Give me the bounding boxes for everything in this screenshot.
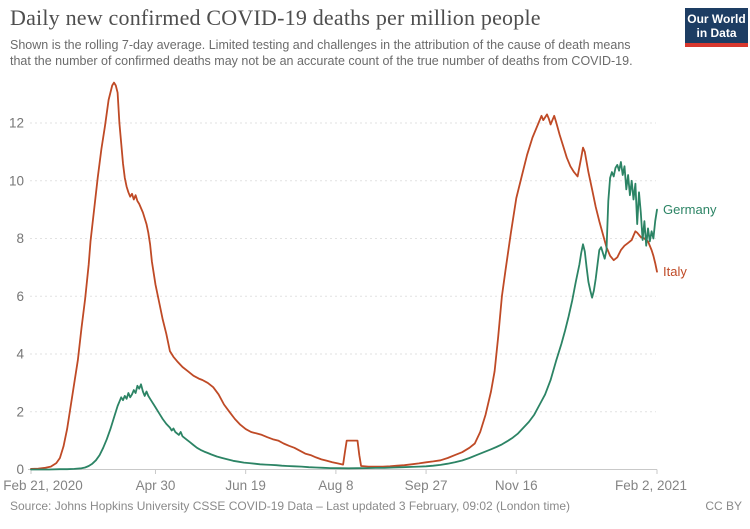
x-axis-tick-label: Sep 27: [405, 478, 448, 493]
germany-series-label: Germany: [663, 202, 717, 217]
subtitle-line-2: that the number of confirmed deaths may …: [10, 54, 633, 68]
y-axis-tick-label: 10: [9, 173, 24, 188]
chart-title: Daily new confirmed COVID-19 deaths per …: [10, 5, 541, 30]
y-axis-tick-label: 4: [16, 347, 24, 362]
y-axis-tick-label: 2: [16, 404, 24, 419]
license-badge[interactable]: CC BY: [705, 499, 742, 513]
line-chart-plot: 0 2 4 6 8 10 12 Feb 21, 2020 Apr 30 Jun 19 Aug 8 Se…: [3, 81, 717, 493]
germany-line: [30, 161, 658, 471]
chart-footer: Source: Johns Hopkins University CSSE CO…: [10, 499, 742, 513]
x-axis-tick-label: Feb 2, 2021: [615, 478, 687, 493]
italy-line: [30, 81, 658, 470]
y-axis-tick-label: 12: [9, 116, 24, 131]
y-axis-tick-label: 6: [16, 289, 24, 304]
source-note: Source: Johns Hopkins University CSSE CO…: [10, 499, 571, 513]
x-axis-tick-label: Apr 30: [136, 478, 176, 493]
x-axis-tick-label: Nov 16: [495, 478, 538, 493]
x-axis-tick-label: Jun 19: [225, 478, 266, 493]
logo-text-line-1: Our World: [687, 11, 746, 26]
italy-series-label: Italy: [663, 264, 687, 279]
x-axis-tick-label: Aug 8: [318, 478, 353, 493]
owid-logo[interactable]: Our World in Data: [685, 8, 748, 47]
logo-text-line-2: in Data: [696, 25, 737, 40]
chart-subtitle: Shown is the rolling 7-day average. Limi…: [10, 37, 633, 69]
y-axis-tick-label: 8: [16, 231, 24, 246]
x-axis-tick-label: Feb 21, 2020: [3, 478, 83, 493]
subtitle-line-1: Shown is the rolling 7-day average. Limi…: [10, 38, 631, 52]
y-axis-tick-label: 0: [16, 462, 24, 477]
